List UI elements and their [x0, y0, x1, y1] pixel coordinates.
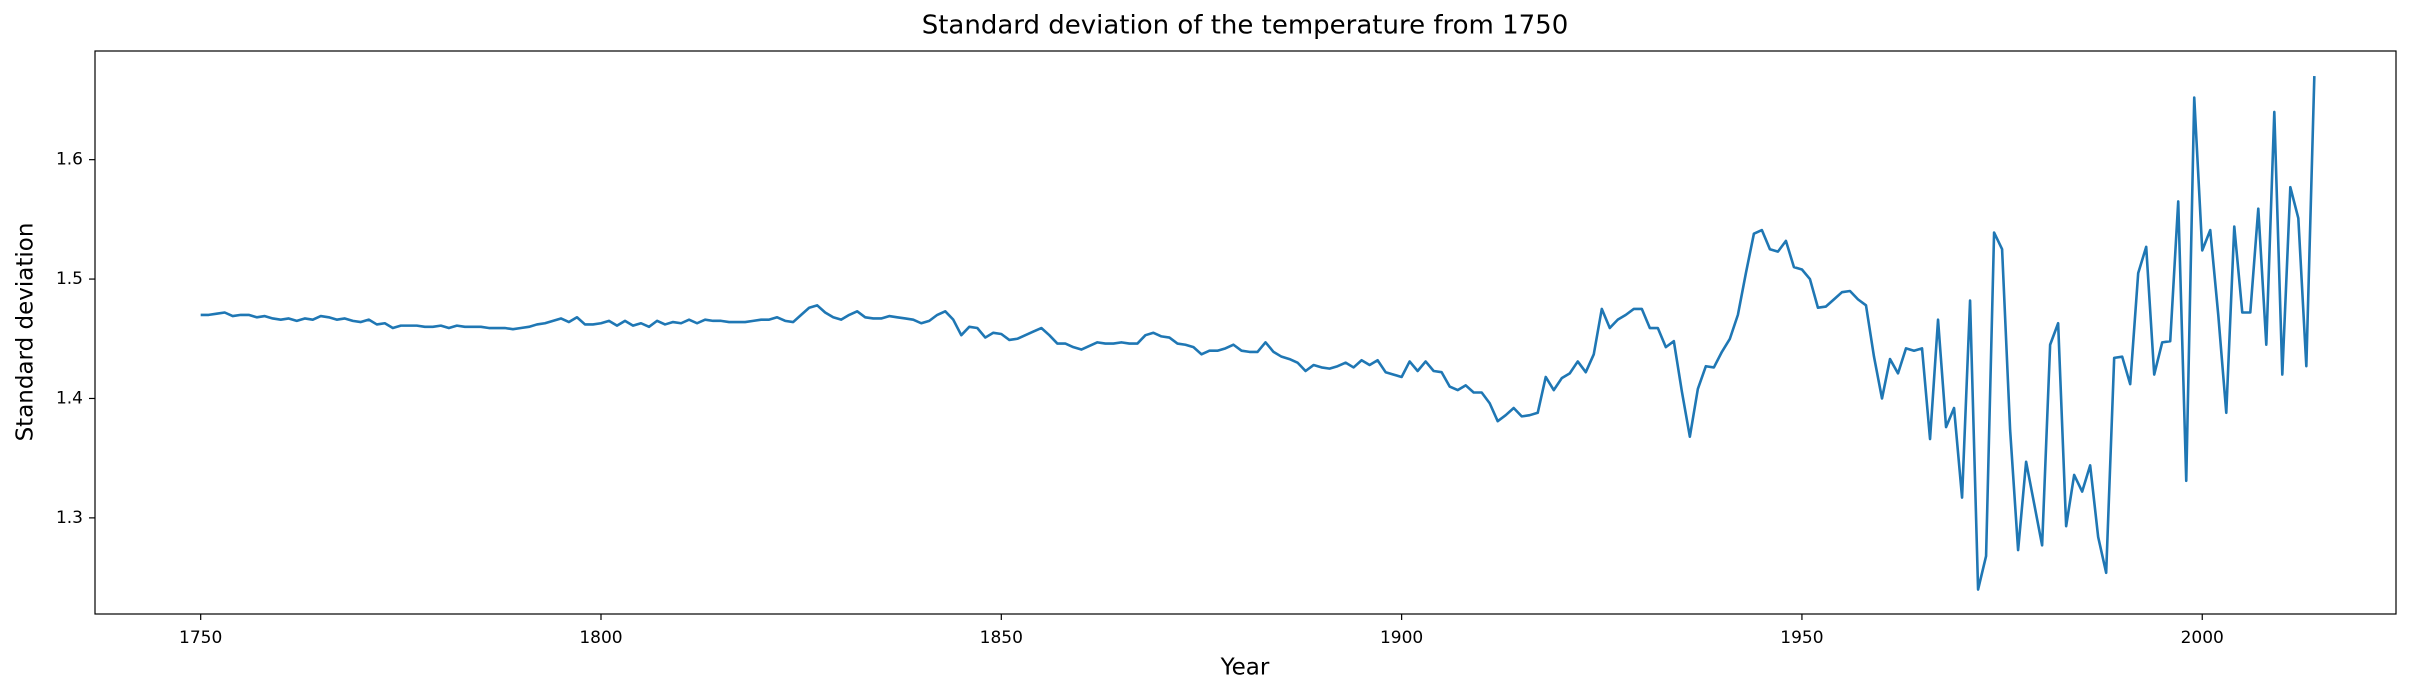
chart-title: Standard deviation of the temperature fr…: [922, 11, 1569, 41]
y-tick-label: 1.5: [56, 269, 83, 289]
plot-frame: [94, 50, 2397, 615]
data-line: [200, 76, 2316, 591]
x-tick-label: 1850: [980, 628, 1023, 648]
x-tick-label: 1900: [1380, 628, 1423, 648]
x-axis-label: Year: [1220, 655, 1270, 681]
y-tick-label: 1.4: [56, 388, 83, 408]
y-tick-label: 1.6: [56, 150, 83, 170]
x-tick-label: 1800: [579, 628, 622, 648]
x-tick-label: 1950: [1780, 628, 1823, 648]
x-tick-label: 1750: [179, 628, 222, 648]
y-tick-label: 1.3: [56, 508, 83, 528]
x-tick-label: 2000: [2181, 628, 2224, 648]
y-axis-label: Standard deviation: [13, 223, 39, 442]
